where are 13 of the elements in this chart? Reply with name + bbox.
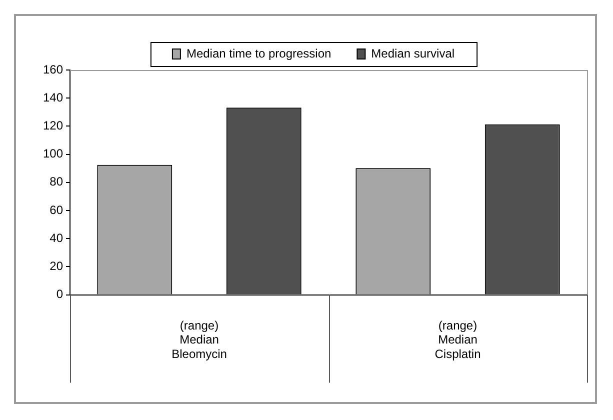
y-tick-label: 100 [42,146,64,161]
y-tick-label: 140 [42,90,64,104]
y-tick-label: 80 [50,174,64,189]
legend-label: Median survival [371,46,455,60]
y-tick-label: 120 [42,118,64,133]
legend-label: Median time to progression [186,46,332,60]
y-tick-label: 60 [50,202,64,217]
y-tick-label: 20 [50,259,64,274]
x-tick-label: (range) Median Bleomycin [172,318,227,362]
y-tick-label: 40 [50,230,64,245]
y-tick-label: 0 [56,287,64,302]
x-tick-label: (range) Median Cisplatin [434,318,481,362]
y-tick-label: 160 [42,62,64,76]
